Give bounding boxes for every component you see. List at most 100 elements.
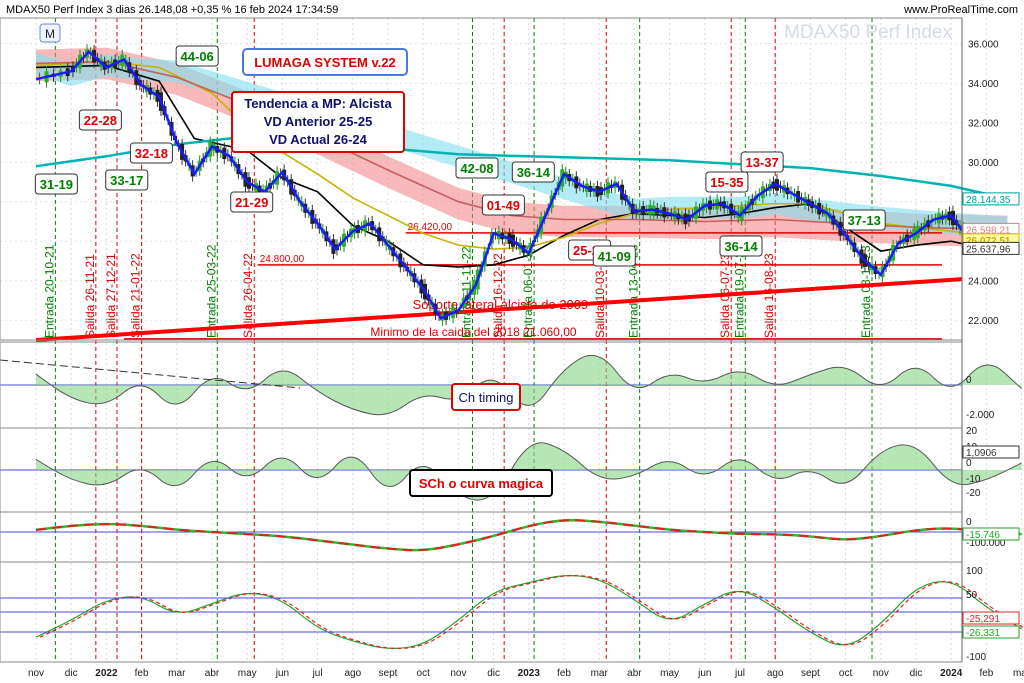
x-tick-label: nov bbox=[450, 668, 466, 679]
osc3-tick: -100.000 bbox=[966, 538, 1006, 549]
sch-tick: -20 bbox=[966, 488, 981, 499]
signal-label: Salida 27-12-21 bbox=[104, 253, 118, 338]
y-tick-label: 22.000 bbox=[968, 316, 999, 327]
trend-line-1: Tendencia a MP: Alcista bbox=[244, 96, 392, 111]
osc4-readout-2: -26,331 bbox=[966, 628, 1000, 639]
site-label[interactable]: www.ProRealTime.com bbox=[903, 4, 1018, 16]
score-box bbox=[78, 109, 122, 131]
score-box-label: 36-14 bbox=[517, 165, 551, 180]
level-label: Minimo de la caida del 2018 21.060,00 bbox=[370, 325, 576, 339]
x-tick-label: abr bbox=[205, 668, 220, 679]
signal-label: Salida 16-08-23 bbox=[762, 253, 776, 338]
sch-tick: 20 bbox=[966, 426, 978, 437]
price-tag bbox=[962, 192, 1020, 206]
price-series bbox=[35, 44, 1008, 326]
score-box bbox=[592, 245, 636, 267]
x-tick-label: dic bbox=[65, 668, 78, 679]
score-box bbox=[481, 194, 525, 216]
sch-tick: 0 bbox=[966, 458, 972, 469]
ma-ma-larga bbox=[35, 135, 1008, 201]
x-tick-label: oct bbox=[417, 668, 431, 679]
score-box-label: 31-19 bbox=[40, 177, 73, 192]
sch-label: SCh o curva magica bbox=[419, 476, 544, 491]
x-tick-label: may bbox=[238, 668, 257, 679]
score-box bbox=[105, 169, 149, 191]
ch-timing-box: Ch timing bbox=[451, 383, 521, 411]
x-tick-label: feb bbox=[557, 668, 571, 679]
x-tick-label: sept bbox=[801, 668, 820, 679]
osc4-readout-1-box bbox=[962, 611, 1020, 625]
x-tick-label: nov bbox=[873, 668, 889, 679]
signal-label: Entrada 25-03-22 bbox=[204, 244, 218, 338]
score-box-label: 01-49 bbox=[487, 198, 520, 213]
sch-fill-pos bbox=[36, 442, 1022, 501]
y-tick-label: 30.000 bbox=[968, 158, 999, 169]
y-tick-label: 34.000 bbox=[968, 79, 999, 90]
x-tick-label: dic bbox=[487, 668, 500, 679]
system-title-box: LUMAGA SYSTEM v.22 bbox=[242, 48, 408, 76]
price-tag-label: 26.598,21 bbox=[966, 225, 1011, 236]
x-tick-label: jul bbox=[312, 668, 323, 679]
ma-ma-corta bbox=[35, 64, 1008, 268]
trend-line-label: Soporte lateral alcista de 2009 bbox=[413, 297, 589, 312]
score-box-label: 44-06 bbox=[181, 49, 214, 64]
y-tick-label: 36.000 bbox=[968, 40, 999, 51]
x-tick-label: feb bbox=[979, 668, 993, 679]
level-label: 26.420,00 bbox=[408, 222, 453, 233]
score-box-label: 36-14 bbox=[724, 239, 758, 254]
ch-timing-tick: 0 bbox=[966, 375, 972, 386]
sch-readout-box bbox=[962, 445, 1020, 459]
price-tag-label: 28.144,35 bbox=[966, 195, 1011, 206]
score-box-label: 13-37 bbox=[745, 155, 778, 170]
score-box-label: 37-13 bbox=[848, 213, 881, 228]
chart-title: MDAX50 Perf Index 3 dias 26.148,08 +0,35… bbox=[6, 4, 338, 16]
signal-label: Entrada 08-11-23 bbox=[859, 245, 873, 338]
ch-timing-line bbox=[35, 354, 1022, 416]
osc3-readout: -15.746 bbox=[966, 530, 1000, 541]
score-box-label: 15-35 bbox=[710, 175, 743, 190]
x-tick-label: ago bbox=[344, 668, 361, 679]
x-tick-label: 2022 bbox=[95, 668, 118, 679]
signal-label: Entrada 19-07-23 bbox=[732, 244, 746, 338]
osc4-line-red bbox=[39, 575, 1024, 649]
level-label: 24.800,00 bbox=[260, 254, 305, 265]
score-box-label: 42-08 bbox=[460, 161, 493, 176]
x-tick-label: jun bbox=[275, 668, 289, 679]
score-box bbox=[719, 235, 763, 257]
osc4-readout-2-box bbox=[962, 625, 1020, 639]
osc4-line-green bbox=[35, 575, 1022, 649]
x-tick-label: 2023 bbox=[518, 668, 541, 679]
price-tag bbox=[962, 241, 1020, 255]
score-box bbox=[230, 191, 274, 213]
score-box bbox=[455, 157, 499, 179]
y-tick-label: 24.000 bbox=[968, 277, 999, 288]
trend-line-2: VD Anterior 25-25 bbox=[264, 114, 373, 129]
score-box-label: 21-29 bbox=[235, 195, 268, 210]
osc4-tick: 50 bbox=[966, 590, 978, 601]
axes: nov dic 2022 feb mar abr may jun jul ago sept oct no… bbox=[0, 17, 1024, 679]
osc3-line-red bbox=[35, 519, 1022, 552]
x-tick-label: may bbox=[660, 668, 679, 679]
sch-box: SCh o curva magica bbox=[409, 469, 553, 497]
osc3-tick: 0 bbox=[966, 517, 972, 528]
x-tick-label: abr bbox=[627, 668, 642, 679]
m-marker[interactable]: M bbox=[39, 23, 61, 43]
score-box bbox=[511, 161, 555, 183]
x-tick-label: mar bbox=[591, 668, 609, 679]
x-tick-label: ago bbox=[767, 668, 784, 679]
indicator-panels bbox=[0, 354, 1024, 649]
signal-label: Salida 26-11-21 bbox=[83, 254, 97, 338]
score-box bbox=[175, 45, 219, 67]
sch-line bbox=[35, 442, 1022, 501]
price-tag-label: 25.637,96 bbox=[966, 244, 1011, 255]
score-box bbox=[705, 171, 749, 193]
osc4-tick: 100 bbox=[966, 566, 983, 577]
ch-timing-trendline bbox=[0, 359, 301, 389]
sch-tick: -10 bbox=[966, 474, 981, 485]
x-tick-label: mar bbox=[1013, 668, 1024, 679]
m-marker-label: M bbox=[45, 27, 55, 41]
signal-label: Entrada 13-04-23 bbox=[627, 244, 641, 338]
trend-line-3: VD Actual 26-24 bbox=[269, 132, 368, 147]
